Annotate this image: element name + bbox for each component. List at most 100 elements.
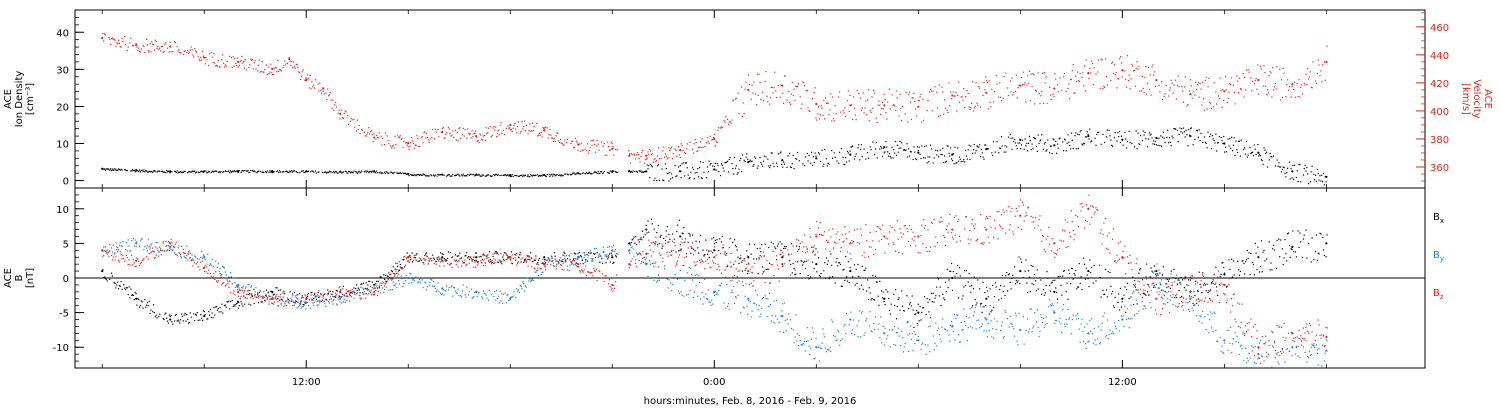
- data-dot: [555, 135, 557, 137]
- data-dot: [674, 148, 676, 150]
- data-dot: [403, 283, 405, 285]
- data-dot: [112, 169, 114, 171]
- data-dot: [384, 288, 386, 291]
- data-dot: [862, 288, 864, 290]
- data-dot: [452, 173, 454, 175]
- data-dot: [636, 171, 639, 173]
- data-dot: [538, 175, 540, 177]
- data-dot: [838, 262, 840, 264]
- data-dot: [406, 252, 408, 254]
- data-dot: [780, 84, 782, 86]
- data-dot: [527, 258, 529, 261]
- data-dot: [628, 171, 630, 173]
- data-dot: [580, 263, 582, 265]
- data-dot: [914, 151, 916, 153]
- data-dot: [258, 295, 260, 297]
- data-dot: [385, 280, 387, 282]
- data-dot: [1063, 323, 1066, 325]
- data-dot: [867, 99, 869, 101]
- data-dot: [1065, 150, 1067, 152]
- data-dot: [881, 101, 884, 104]
- data-dot: [1089, 319, 1091, 321]
- data-dot: [781, 310, 783, 312]
- data-dot: [1203, 98, 1205, 100]
- data-dot: [629, 244, 632, 246]
- data-dot: [828, 278, 830, 280]
- data-dot: [832, 117, 835, 120]
- data-dot: [955, 317, 957, 320]
- data-dot: [1317, 252, 1319, 254]
- data-dot: [1093, 67, 1095, 69]
- data-dot: [1095, 280, 1097, 282]
- data-dot: [303, 304, 305, 306]
- data-point: [203, 256, 206, 259]
- data-dot: [953, 163, 955, 165]
- data-dot: [915, 108, 917, 110]
- data-dot: [281, 298, 283, 300]
- data-dot: [519, 252, 521, 254]
- data-dot: [319, 82, 321, 84]
- data-dot: [478, 173, 480, 175]
- data-dot: [803, 82, 805, 84]
- data-dot: [1252, 155, 1255, 157]
- data-dot: [333, 170, 335, 172]
- data-dot: [185, 320, 187, 322]
- data-dot: [461, 257, 463, 259]
- data-dot: [698, 275, 700, 277]
- data-dot: [685, 162, 687, 164]
- data-dot: [1278, 363, 1280, 365]
- data-dot: [860, 97, 862, 99]
- data-dot: [967, 149, 969, 151]
- data-dot: [1008, 326, 1010, 328]
- data-dot: [135, 170, 137, 172]
- data-dot: [1274, 82, 1276, 85]
- data-dot: [1203, 282, 1206, 284]
- data-dot: [1072, 278, 1074, 280]
- data-dot: [1171, 82, 1173, 84]
- data-dot: [749, 300, 751, 302]
- data-dot: [431, 136, 433, 139]
- data-dot: [1288, 161, 1290, 163]
- data-dot: [282, 301, 284, 303]
- data-dot: [1249, 274, 1251, 276]
- data-dot: [820, 105, 822, 107]
- data-dot: [773, 165, 775, 167]
- data-dot: [1000, 285, 1002, 287]
- data-dot: [802, 343, 804, 345]
- series-1-1: [101, 127, 1328, 186]
- data-dot: [936, 286, 938, 288]
- data-point: [1325, 349, 1328, 352]
- data-dot: [245, 69, 247, 71]
- data-dot: [384, 281, 386, 283]
- data-dot: [172, 250, 174, 252]
- data-dot: [321, 301, 323, 303]
- data-dot: [759, 156, 761, 159]
- data-dot: [424, 281, 426, 283]
- data-dot: [1267, 92, 1269, 94]
- data-dot: [1149, 74, 1151, 76]
- data-dot: [438, 136, 440, 138]
- data-dot: [1235, 340, 1237, 343]
- data-dot: [1224, 342, 1226, 344]
- data-dot: [1109, 135, 1111, 137]
- data-dot: [215, 65, 217, 67]
- data-dot: [850, 146, 852, 148]
- data-point: [237, 283, 240, 287]
- data-dot: [689, 234, 691, 236]
- data-dot: [251, 59, 253, 62]
- data-dot: [715, 169, 717, 171]
- data-dot: [395, 283, 397, 285]
- data-dot: [552, 175, 554, 177]
- data-dot: [1062, 141, 1064, 143]
- data-dot: [189, 49, 191, 51]
- data-dot: [690, 171, 692, 173]
- data-dot: [426, 132, 428, 134]
- data-dot: [1222, 351, 1224, 353]
- data-dot: [972, 110, 975, 112]
- data-dot: [1045, 316, 1047, 318]
- data-dot: [660, 157, 662, 160]
- data-dot: [987, 108, 989, 110]
- data-dot: [462, 262, 464, 264]
- data-dot: [580, 142, 583, 144]
- data-dot: [1168, 142, 1170, 144]
